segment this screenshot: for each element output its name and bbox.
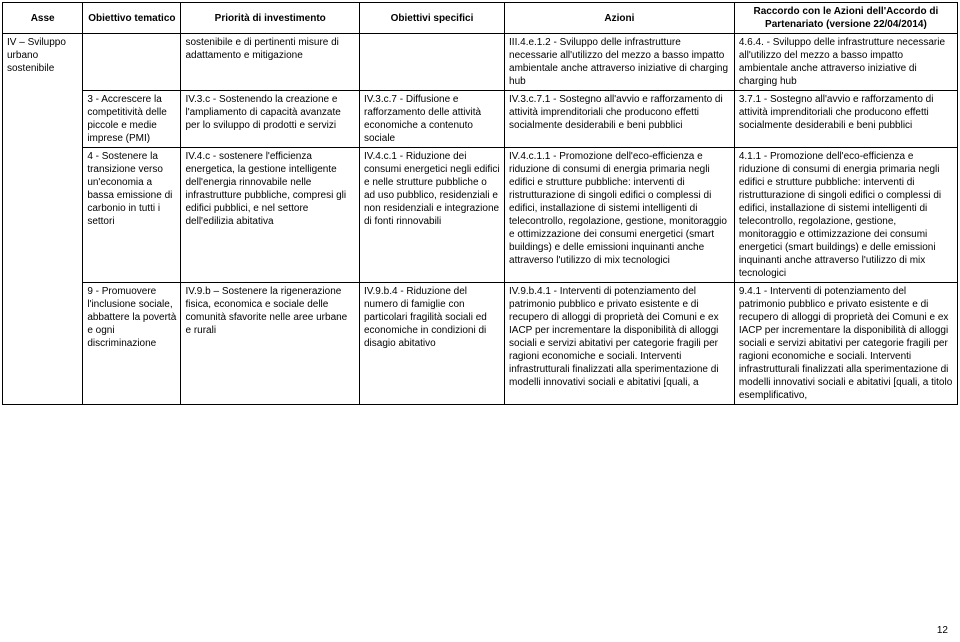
cell-azioni: III.4.e.1.2 - Sviluppo delle infrastrutt… — [505, 34, 735, 91]
cell-ot — [83, 34, 181, 91]
col-header-ot: Obiettivo tematico — [83, 3, 181, 34]
page-number: 12 — [937, 625, 948, 636]
cell-azioni: IV.9.b.4.1 - Interventi di potenziamento… — [505, 283, 735, 405]
cell-azioni: IV.4.c.1.1 - Promozione dell'eco-efficie… — [505, 148, 735, 283]
col-header-raccor: Raccordo con le Azioni dell'Accordo di P… — [734, 3, 957, 34]
cell-raccor: 3.7.1 - Sostegno all'avvio e rafforzamen… — [734, 91, 957, 148]
cell-obspec: IV.9.b.4 - Riduzione del numero di famig… — [359, 283, 504, 405]
col-header-azioni: Azioni — [505, 3, 735, 34]
table-row: IV – Sviluppo urbano sostenibile sosteni… — [3, 34, 958, 91]
cell-obspec: IV.3.c.7 - Diffusione e rafforzamento de… — [359, 91, 504, 148]
cell-azioni: IV.3.c.7.1 - Sostegno all'avvio e raffor… — [505, 91, 735, 148]
cell-ot: 9 - Promuovere l'inclusione sociale, abb… — [83, 283, 181, 405]
cell-obspec — [359, 34, 504, 91]
cell-ot: 4 - Sostenere la transizione verso un'ec… — [83, 148, 181, 283]
table-row: 9 - Promuovere l'inclusione sociale, abb… — [3, 283, 958, 405]
table-header-row: Asse Obiettivo tematico Priorità di inve… — [3, 3, 958, 34]
cell-prior: IV.3.c - Sostenendo la creazione e l'amp… — [181, 91, 360, 148]
col-header-asse: Asse — [3, 3, 83, 34]
cell-asse: IV – Sviluppo urbano sostenibile — [3, 34, 83, 405]
cell-prior: sostenibile e di pertinenti misure di ad… — [181, 34, 360, 91]
cell-raccor: 9.4.1 - Interventi di potenziamento del … — [734, 283, 957, 405]
table-row: 3 - Accrescere la competitività delle pi… — [3, 91, 958, 148]
cell-prior: IV.4.c - sostenere l'efficienza energeti… — [181, 148, 360, 283]
table-row: 4 - Sostenere la transizione verso un'ec… — [3, 148, 958, 283]
policy-table: Asse Obiettivo tematico Priorità di inve… — [2, 2, 958, 405]
cell-raccor: 4.6.4. - Sviluppo delle infrastrutture n… — [734, 34, 957, 91]
col-header-prior: Priorità di investimento — [181, 3, 360, 34]
cell-ot: 3 - Accrescere la competitività delle pi… — [83, 91, 181, 148]
cell-raccor: 4.1.1 - Promozione dell'eco-efficienza e… — [734, 148, 957, 283]
cell-prior: IV.9.b – Sostenere la rigenerazione fisi… — [181, 283, 360, 405]
cell-obspec: IV.4.c.1 - Riduzione dei consumi energet… — [359, 148, 504, 283]
col-header-obspec: Obiettivi specifici — [359, 3, 504, 34]
